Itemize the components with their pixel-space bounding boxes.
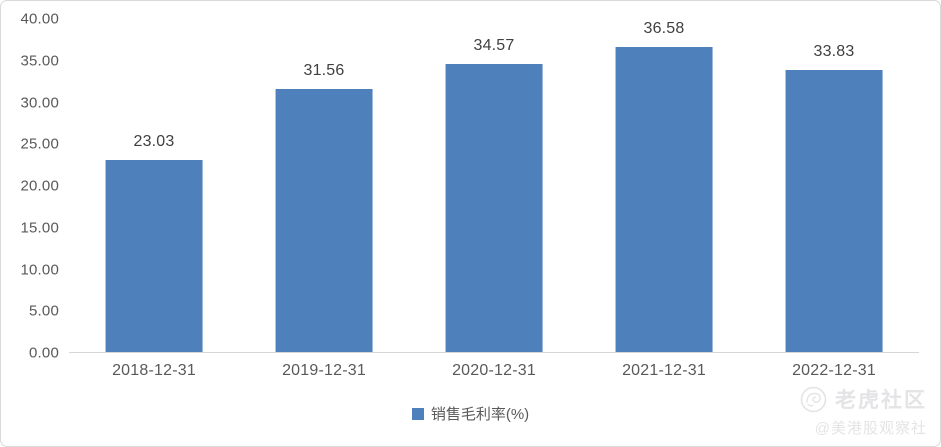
bar-slot: 23.03: [69, 19, 239, 352]
legend: 销售毛利率(%): [1, 403, 940, 424]
legend-label: 销售毛利率(%): [430, 406, 530, 423]
y-tick-label: 35.00: [20, 52, 59, 70]
bar-value-label: 23.03: [133, 133, 175, 151]
bar-value-label: 31.56: [303, 62, 345, 80]
bar-slot: 36.58: [579, 19, 749, 352]
bar: [445, 64, 543, 352]
legend-swatch-icon: [411, 407, 424, 420]
plot-area: 23.03 31.56 34.57 36.58 33.83: [69, 19, 919, 353]
y-tick-label: 30.00: [20, 94, 59, 111]
bar-value-label: 36.58: [643, 20, 685, 38]
bar-slot: 33.83: [749, 19, 919, 352]
x-tick-label: 2021-12-31: [622, 362, 706, 379]
y-tick-label: 25.00: [20, 135, 59, 153]
bar-slot: 31.56: [239, 19, 409, 352]
x-tick-label: 2018-12-31: [112, 362, 196, 379]
y-tick-label: 0.00: [29, 344, 59, 362]
y-axis: 0.00 5.00 10.00 15.00 20.00 25.00 30.00 35.00 40…: [1, 11, 59, 362]
x-axis: 2018-12-31 2019-12-31 2020-12-31 2021-12-31…: [69, 362, 919, 384]
y-tick-label: 20.00: [20, 177, 59, 195]
y-tick-label: 5.00: [29, 302, 59, 320]
x-tick-label: 2022-12-31: [792, 362, 876, 379]
y-tick-label: 40.00: [20, 10, 59, 28]
bar: [105, 160, 203, 352]
x-tick-label: 2019-12-31: [282, 362, 366, 379]
bar: [615, 47, 713, 352]
bar: [785, 70, 883, 352]
y-tick-label: 15.00: [20, 219, 59, 237]
y-tick-label: 10.00: [20, 261, 59, 278]
bar: [275, 89, 373, 352]
bar-slot: 34.57: [409, 19, 579, 352]
bar-value-label: 34.57: [473, 37, 515, 55]
bar-value-label: 33.83: [813, 43, 855, 61]
x-tick-label: 2020-12-31: [452, 362, 536, 379]
